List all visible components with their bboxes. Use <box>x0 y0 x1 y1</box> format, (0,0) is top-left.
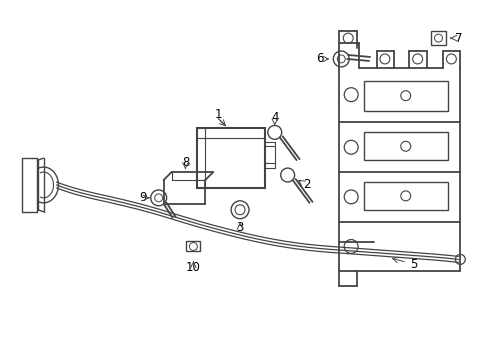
Text: 3: 3 <box>236 221 244 234</box>
Text: 2: 2 <box>303 179 310 192</box>
Bar <box>431 31 446 45</box>
Text: 8: 8 <box>182 156 189 168</box>
Bar <box>187 240 200 251</box>
Text: 10: 10 <box>186 261 201 274</box>
Bar <box>364 182 448 210</box>
Bar <box>364 132 448 160</box>
Text: 5: 5 <box>410 258 417 271</box>
Text: 7: 7 <box>455 32 462 45</box>
Bar <box>197 129 265 188</box>
Text: 4: 4 <box>271 111 278 124</box>
Text: 9: 9 <box>139 192 147 204</box>
Bar <box>364 81 448 111</box>
Text: 6: 6 <box>316 53 323 66</box>
Text: 1: 1 <box>215 108 222 121</box>
